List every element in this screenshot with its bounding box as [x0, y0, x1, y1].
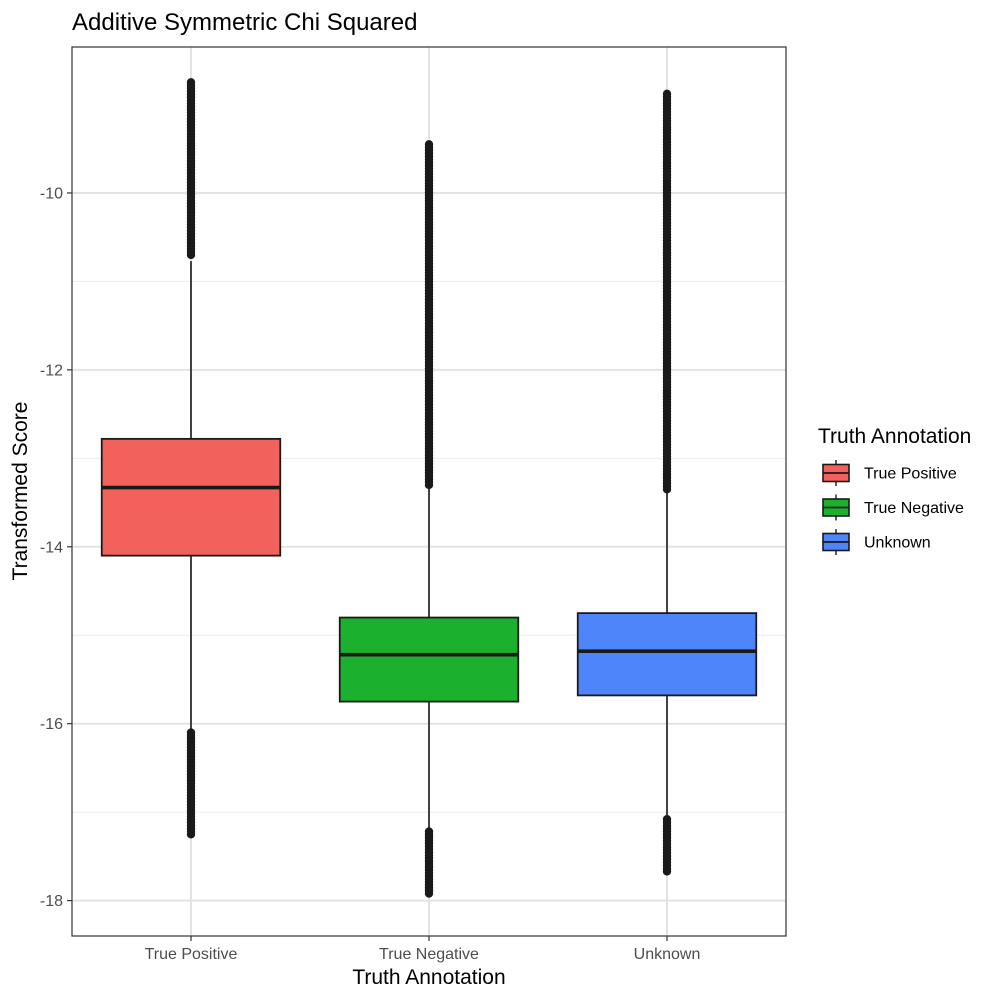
legend-title: Truth Annotation	[818, 425, 971, 448]
whiskers	[190, 261, 668, 832]
y-tick-label: -12	[40, 362, 63, 379]
y-tick-label: -14	[40, 539, 63, 556]
legend-keys: True Positive True Negative Unknown	[822, 460, 964, 555]
chart-title: Additive Symmetric Chi Squared	[72, 9, 417, 36]
x-tick-label: True Negative	[379, 946, 479, 963]
x-tick-label: True Positive	[145, 946, 238, 963]
box-true-positive	[100, 437, 282, 557]
x-axis-title: Truth Annotation	[352, 966, 505, 989]
outlier-point-low	[186, 830, 196, 839]
x-axis-ticks: True Positive True Negative Unknown	[145, 936, 701, 963]
box-unknown	[576, 612, 758, 697]
outlier-points	[186, 78, 672, 898]
outlier-point-low	[424, 889, 434, 898]
x-tick-label: Unknown	[634, 946, 701, 963]
legend-label: True Positive	[864, 466, 957, 483]
y-tick-label: -18	[40, 893, 63, 910]
y-tick-label: -10	[40, 185, 63, 202]
legend: Truth Annotation True Positive True Negat…	[818, 425, 971, 555]
boxes	[100, 437, 758, 703]
legend-label: Unknown	[864, 535, 931, 552]
outlier-point-high	[424, 480, 434, 490]
outlier-point-high	[662, 485, 672, 494]
y-tick-label: -16	[40, 716, 63, 733]
y-axis-title: Transformed Score	[9, 402, 32, 581]
legend-label: True Negative	[864, 500, 964, 517]
y-axis-ticks: -10 -12 -14 -16 -18	[40, 185, 72, 910]
box-true-negative	[338, 616, 520, 703]
outlier-point-low	[662, 867, 672, 876]
outlier-point-high	[186, 250, 196, 260]
